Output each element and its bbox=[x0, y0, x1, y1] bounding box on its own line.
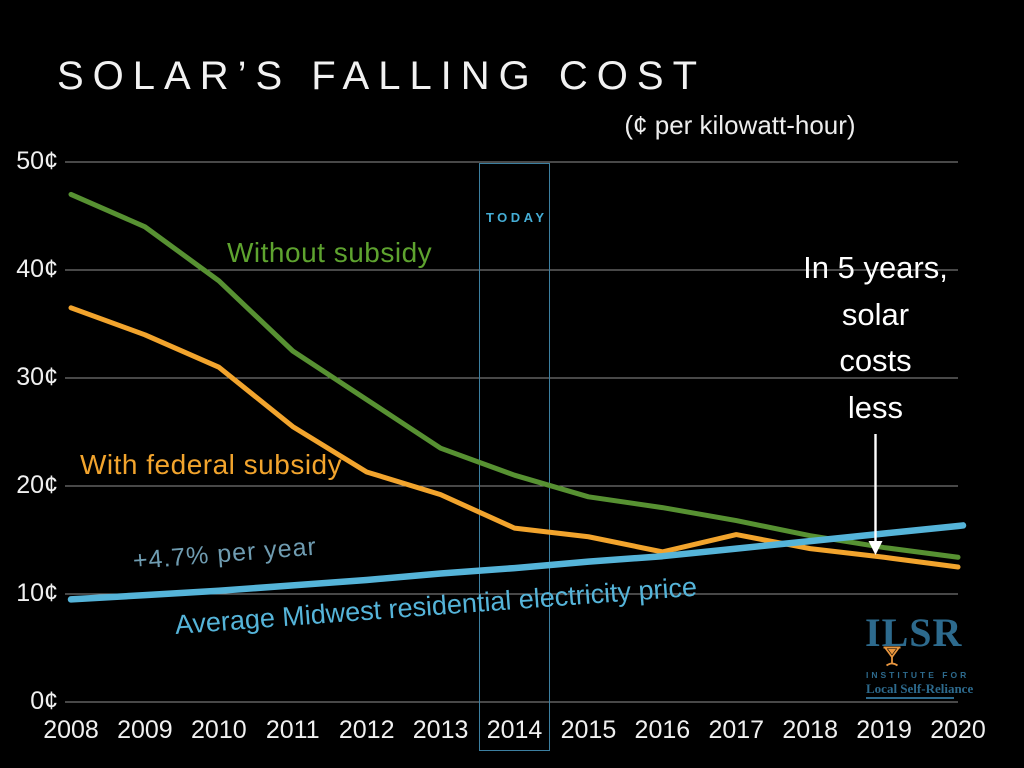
page-title: SOLAR’S FALLING COST bbox=[57, 54, 707, 98]
y-tick-label: 10¢ bbox=[16, 579, 58, 607]
x-axis-labels: 2008 2009 2010 2011 2012 2013 2014 2015 2016 2017… bbox=[0, 716, 1024, 752]
ilsr-logo-rule bbox=[866, 697, 954, 699]
annotation-line: In 5 years, bbox=[803, 250, 948, 285]
x-tick-label: 2017 bbox=[708, 716, 765, 744]
annotation-line: solar bbox=[841, 296, 910, 332]
y-tick-label: 40¢ bbox=[16, 255, 58, 283]
today-box bbox=[479, 163, 550, 751]
today-label: TODAY bbox=[485, 210, 548, 225]
x-tick-label: 2010 bbox=[191, 716, 247, 744]
goblet-icon bbox=[883, 646, 901, 667]
series-label-without-subsidy: Without subsidy bbox=[227, 237, 433, 268]
with-subsidy-line bbox=[68, 305, 961, 570]
y-tick-label: 0¢ bbox=[30, 687, 58, 715]
x-tick-label: 2011 bbox=[265, 716, 320, 744]
y-tick-label: 50¢ bbox=[16, 147, 58, 175]
x-tick-label: 2018 bbox=[782, 716, 838, 744]
x-tick-label: 2013 bbox=[412, 716, 469, 744]
ilsr-logo: ILSR INSTITUTE FOR Local Self-Reliance bbox=[865, 610, 975, 701]
x-tick-label: 2012 bbox=[338, 716, 395, 744]
electricity-price-line bbox=[67, 522, 967, 603]
y-tick-label: 20¢ bbox=[16, 471, 58, 499]
ilsr-logo-local-self-reliance: Local Self-Reliance bbox=[866, 681, 974, 696]
chart-units-subtitle: (¢ per kilowatt-hour) bbox=[624, 110, 856, 140]
x-tick-label: 2016 bbox=[634, 716, 691, 744]
ilsr-logo-acronym: ILSR bbox=[865, 610, 963, 655]
x-tick-label: 2015 bbox=[560, 716, 617, 744]
annotation-text: In 5 years, solar costs less bbox=[787, 245, 964, 431]
annotation-arrow-head bbox=[868, 541, 883, 555]
x-tick-label: 2014 bbox=[486, 716, 543, 744]
x-tick-label: 2020 bbox=[930, 716, 986, 744]
annotation-line: less bbox=[847, 389, 904, 425]
x-tick-label: 2008 bbox=[43, 716, 99, 744]
series-label-with-federal-subsidy: With federal subsidy bbox=[80, 449, 343, 480]
x-tick-label: 2019 bbox=[856, 716, 912, 744]
annotation-line: costs bbox=[839, 343, 912, 378]
y-tick-label: 30¢ bbox=[16, 363, 58, 391]
x-tick-label: 2009 bbox=[117, 716, 173, 744]
ilsr-logo-institute-for: INSTITUTE FOR bbox=[866, 670, 970, 680]
without-subsidy-line bbox=[68, 191, 961, 560]
